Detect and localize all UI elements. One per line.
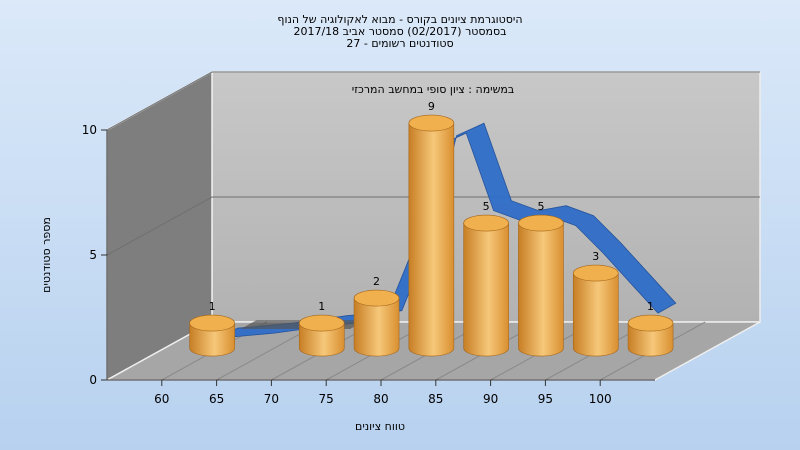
x-tick-label: 80 bbox=[373, 392, 388, 406]
chart-title-line-2: בסמסטר (02/2017) סמסטר אביב 2017/18 bbox=[293, 25, 507, 38]
x-tick-label: 70 bbox=[264, 392, 279, 406]
x-tick-label: 85 bbox=[428, 392, 443, 406]
x-tick-label: 90 bbox=[483, 392, 498, 406]
bar-value-label: 1 bbox=[318, 300, 325, 313]
bar-top bbox=[189, 314, 235, 332]
y-tick-label: 10 bbox=[82, 123, 97, 137]
y-axis-label: מספר סטודנטים bbox=[40, 217, 53, 293]
bar-top bbox=[353, 289, 400, 307]
bar-body bbox=[463, 222, 509, 357]
histogram-bar bbox=[463, 214, 509, 357]
bar-body bbox=[518, 222, 564, 357]
bar-top bbox=[463, 214, 509, 232]
gridline bbox=[106, 196, 760, 256]
chart-title-line-3: סטודנטים רשומים - 27 bbox=[346, 37, 454, 50]
bar-top bbox=[627, 314, 674, 332]
chart-subtitle: במשימה : ציון סופי במחשב המרכזי bbox=[352, 83, 515, 96]
y-tick-label: 5 bbox=[89, 248, 97, 262]
bar-top bbox=[572, 264, 619, 282]
bar-value-label: 3 bbox=[592, 250, 599, 263]
bar-value-label: 1 bbox=[209, 300, 216, 313]
x-tick-label: 100 bbox=[589, 392, 612, 406]
histogram-bar bbox=[353, 289, 400, 357]
x-tick-label: 65 bbox=[209, 392, 224, 406]
bar-body bbox=[627, 322, 674, 357]
bar-body bbox=[298, 322, 345, 357]
bar-value-label: 1 bbox=[647, 300, 654, 313]
x-tick-label: 60 bbox=[154, 392, 169, 406]
bar-value-label: 5 bbox=[483, 200, 490, 213]
bar-top bbox=[518, 214, 564, 232]
bar-body bbox=[353, 297, 400, 357]
gridline bbox=[106, 71, 760, 131]
bar-top bbox=[298, 314, 345, 332]
bar-body bbox=[189, 322, 235, 357]
bar-body bbox=[408, 122, 455, 357]
histogram-bar bbox=[572, 264, 619, 357]
bar-body bbox=[572, 272, 619, 357]
chart-title-line-1: היסטוגרמת ציונים בקורס - מבוא לאקולוגיה … bbox=[277, 13, 523, 26]
histogram-bar bbox=[298, 314, 345, 357]
x-tick-label: 95 bbox=[538, 392, 553, 406]
histogram-bar bbox=[518, 214, 564, 357]
y-tick-label: 0 bbox=[89, 373, 97, 387]
histogram-bar bbox=[627, 314, 674, 357]
bar-value-label: 9 bbox=[428, 100, 435, 113]
x-axis-label: טווח ציונים bbox=[355, 420, 405, 433]
histogram-bar bbox=[189, 314, 235, 357]
bar-value-label: 2 bbox=[373, 275, 380, 288]
x-tick-label: 75 bbox=[319, 392, 334, 406]
bar-value-label: 5 bbox=[537, 200, 544, 213]
histogram-bar bbox=[408, 114, 455, 357]
bar-top bbox=[408, 114, 455, 132]
